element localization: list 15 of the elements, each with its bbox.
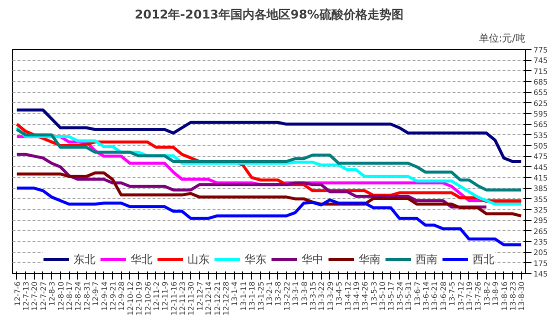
line-series — [15, 108, 523, 163]
line-series — [15, 171, 523, 218]
legend-label: 华东 — [244, 252, 266, 266]
legend-label: 山东 — [188, 252, 210, 266]
legend-label: 华南 — [358, 252, 380, 266]
legend-label: 西北 — [472, 252, 494, 266]
chart-subtitle: 单位:元/吨 — [478, 32, 526, 44]
legend-label: 华北 — [130, 252, 152, 266]
legend-label: 西南 — [416, 252, 438, 266]
legend-label: 东北 — [74, 252, 96, 266]
line-series — [15, 152, 488, 209]
line-series — [15, 128, 523, 192]
line-series — [15, 186, 523, 246]
chart-title: 2012年-2013年国内各地区98%硫酸价格走势图 — [134, 8, 404, 22]
legend-label: 华中 — [302, 252, 324, 266]
